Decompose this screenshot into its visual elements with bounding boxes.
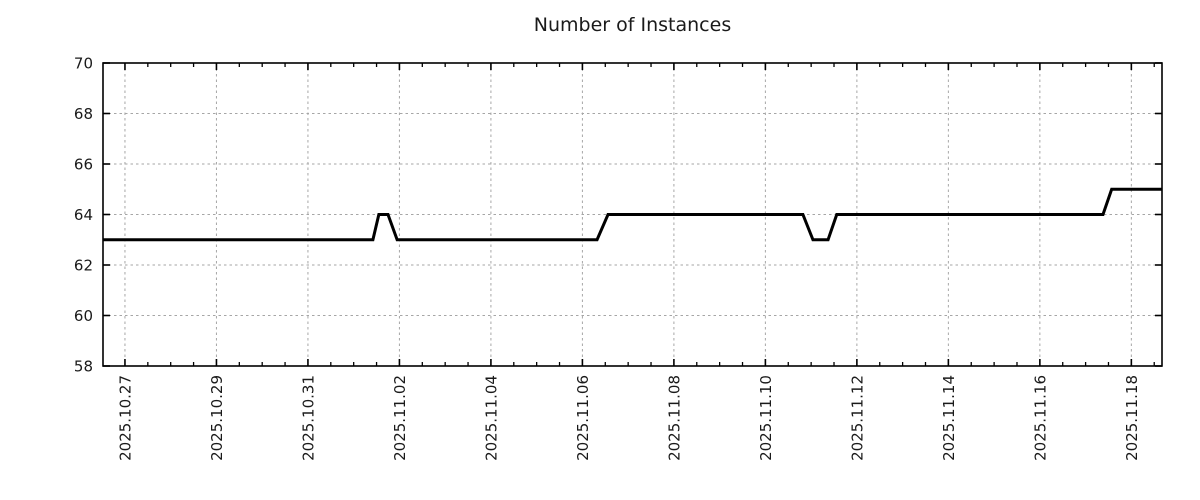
x-tick-label: 2025.11.16 [1031,375,1049,461]
x-tick-label: 2025.10.29 [208,375,226,461]
x-tick-label: 2025.10.27 [116,375,134,461]
x-tick-label: 2025.11.06 [574,375,592,461]
x-tick-label: 2025.10.31 [299,375,317,461]
series-line-instances [103,187,1162,242]
x-tick-label: 2025.11.12 [848,375,866,461]
y-tick-label: 64 [74,206,93,224]
x-tick-label: 2025.11.14 [940,375,958,461]
y-tick-label: 70 [74,55,93,73]
y-tick-label: 68 [74,105,93,123]
y-tick-label: 66 [74,156,93,174]
chart-title: Number of Instances [534,14,731,36]
x-tick-label: 2025.11.18 [1123,375,1141,461]
x-tick-label: 2025.11.08 [665,375,683,461]
x-tick-label: 2025.11.02 [391,375,409,461]
x-tick-label: 2025.11.10 [757,375,775,461]
data-series [103,187,1162,242]
x-tick-label: 2025.11.04 [482,375,500,461]
y-tick-label: 60 [74,307,93,325]
y-tick-label: 62 [74,257,93,275]
axis-ticks [103,62,1162,367]
axis-labels: 58 60 62 64 66 68 70 2025.10.27 2025.10.29 2025.1… [74,55,1141,461]
y-tick-label: 58 [74,358,93,376]
